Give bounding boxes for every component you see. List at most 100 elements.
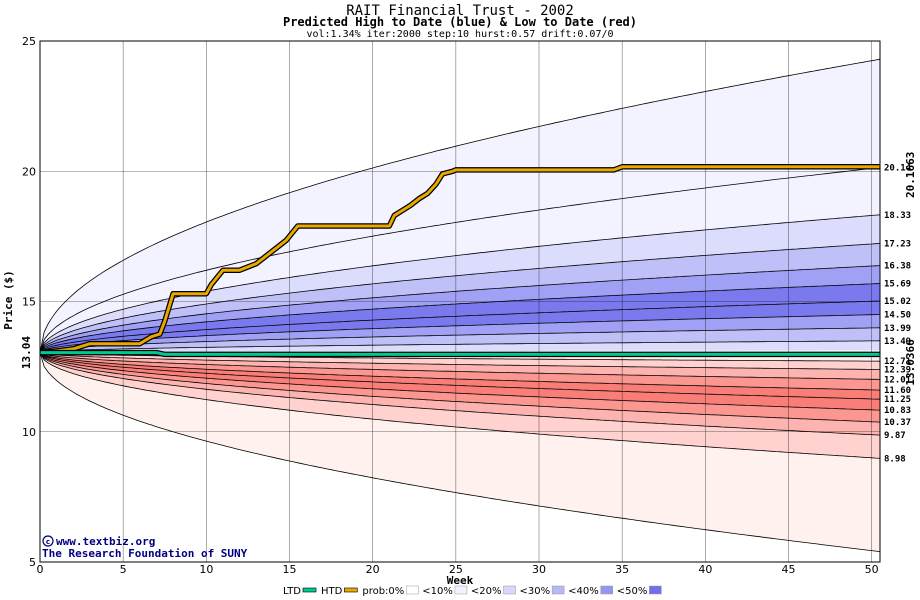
high-boundary-0: [39, 58, 881, 353]
legend-swatch-ltd: [302, 587, 317, 593]
high-quantile-label: 14.50: [884, 311, 911, 321]
low-band-1: [40, 352, 880, 370]
low-quantile-label: 9.87: [884, 431, 906, 441]
low-quantile-label: 12.01: [884, 375, 911, 385]
legend-label: prob:0%: [362, 586, 404, 597]
legend-label: HTD: [321, 586, 343, 597]
high-quantile-label: 16.38: [884, 262, 911, 272]
low-boundary-4: [39, 352, 881, 400]
low-band-9: [40, 352, 880, 552]
low-quantile-label: 12.71: [884, 357, 911, 367]
y-tick-label: 10: [22, 426, 36, 439]
x-tick-label: 45: [782, 563, 796, 576]
high-boundary-9: [39, 340, 881, 353]
legend-swatch-htd: [344, 587, 358, 593]
x-tick-label: 20: [366, 563, 380, 576]
high-boundary-6: [39, 300, 881, 353]
x-tick-label: 50: [865, 563, 879, 576]
legend-swatch: [600, 585, 613, 595]
low-band-5: [40, 352, 880, 411]
high-band-4: [40, 265, 880, 353]
legend-label: <20%: [471, 586, 502, 597]
legend-swatch: [551, 585, 565, 595]
high-band-6: [40, 301, 880, 353]
ltd-end-label: 13.0366: [904, 339, 917, 386]
high-quantile-label: 13.49: [884, 337, 911, 347]
x-tick-label: 35: [615, 563, 629, 576]
legend-label: <40%: [568, 586, 599, 597]
legend-swatch: [649, 585, 662, 595]
legend-label: <50%: [617, 586, 648, 597]
low-band-4: [40, 352, 880, 400]
chart-title: RAIT Financial Trust - 2002: [346, 3, 574, 19]
quantile-labels: 20.14 18.33 17.23 16.38 15.69 15.02 14.50 13.99…: [884, 164, 912, 465]
y-axis-label: Price ($): [2, 270, 15, 330]
ltd-line: [40, 351, 880, 356]
legend-swatch: [406, 585, 419, 595]
high-band-1: [40, 167, 880, 353]
high-band-7: [40, 314, 880, 353]
high-boundary-1: [39, 167, 881, 353]
low-quantile-label: 8.98: [884, 454, 906, 464]
high-boundary-7: [39, 314, 881, 353]
plot-frame: [39, 40, 881, 563]
start-price-label: 13.04: [20, 336, 33, 369]
x-tick-label: 15: [283, 563, 297, 576]
probability-bands: [40, 59, 880, 552]
copyright-icon-letter: c: [46, 538, 50, 546]
high-band-5: [40, 283, 880, 353]
high-boundary-4: [39, 265, 881, 353]
htd-line: [39, 165, 880, 355]
high-band-9: [40, 340, 880, 353]
high-quantile-label: 17.23: [884, 239, 911, 249]
high-band-0: [40, 59, 880, 353]
y-tick-label: 5: [29, 556, 36, 569]
x-tick-label: 30: [532, 563, 546, 576]
low-band-6: [40, 352, 880, 423]
legend-label: <30%: [520, 586, 551, 597]
x-tick-label: 25: [449, 563, 463, 576]
low-boundary-7: [39, 352, 881, 436]
legend: LTD HTD prob:0% <10% <20% <30% <40% <50%: [283, 585, 662, 597]
low-boundary-5: [39, 352, 881, 411]
copyright-icon: [42, 535, 54, 547]
legend-label: LTD: [283, 586, 301, 597]
y-tick-label: 25: [22, 35, 36, 48]
low-quantile-label: 10.83: [884, 406, 911, 416]
legend-swatch: [503, 585, 516, 595]
high-quantile-label: 18.33: [884, 211, 911, 221]
x-tick-label: 5: [120, 563, 127, 576]
high-quantile-label: 15.02: [884, 297, 911, 307]
x-tick-label: 10: [199, 563, 213, 576]
low-boundary-2: [39, 352, 881, 380]
low-boundary-6: [39, 352, 881, 423]
high-boundary-8: [39, 327, 881, 353]
low-quantile-label: 11.60: [884, 386, 911, 396]
high-band-2: [40, 214, 880, 353]
high-band-3: [40, 243, 880, 353]
credit-org: The Research Foundation of SUNY: [42, 547, 248, 560]
low-band-2: [40, 352, 880, 380]
high-quantile-label: 15.69: [884, 280, 911, 290]
credit-block: c www.textbiz.org The Research Foundatio…: [42, 535, 248, 560]
x-tick-label: 0: [37, 563, 44, 576]
low-boundary-8: [39, 352, 881, 459]
low-boundary-9: [39, 352, 881, 552]
htd-end-label: 20.1663: [904, 152, 917, 198]
high-quantile-label: 20.14: [884, 164, 912, 174]
x-axis-label: Week: [447, 574, 474, 587]
low-band-7: [40, 352, 880, 436]
low-band-3: [40, 352, 880, 391]
legend-label: <10%: [422, 586, 453, 597]
credit-url: www.textbiz.org: [56, 535, 155, 548]
chart-subtitle: Predicted High to Date (blue) & Low to D…: [283, 15, 637, 29]
x-tick-label: 40: [698, 563, 712, 576]
high-boundary-5: [39, 283, 881, 353]
low-boundary-1: [39, 352, 881, 370]
chart-params: vol:1.34% iter:2000 step:10 hurst:0.57 d…: [306, 29, 613, 40]
y-tick-label: 20: [22, 165, 36, 178]
y-tick-label: 15: [22, 296, 36, 309]
low-quantile-label: 11.25: [884, 395, 911, 405]
